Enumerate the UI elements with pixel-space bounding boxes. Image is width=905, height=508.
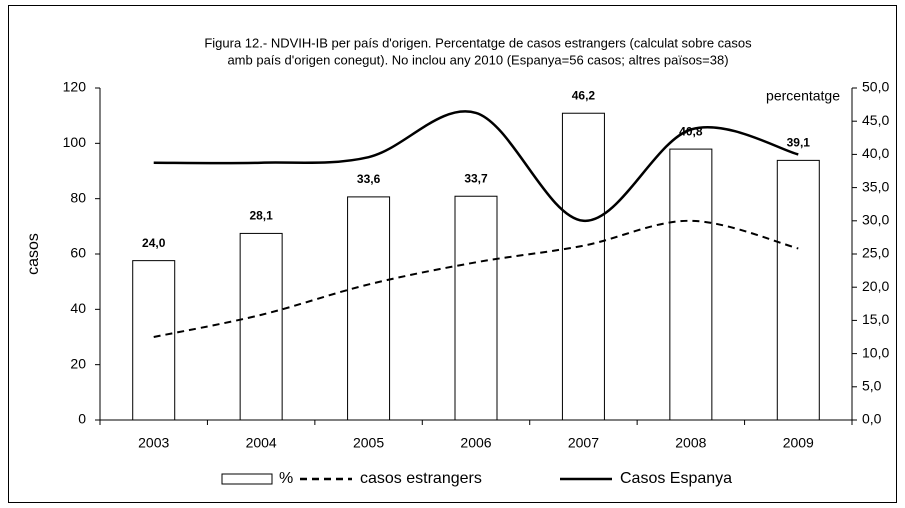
y-tick-label: 80 (70, 189, 86, 205)
y2-tick-label: 45,0 (862, 112, 889, 128)
bar (669, 148, 713, 421)
y-axis-label: casos (25, 233, 42, 275)
chart-title: Figura 12.- NDVIH-IB per país d'origen. … (204, 35, 752, 50)
chart-title: amb país d'origen conegut). No inclou an… (227, 52, 728, 67)
y-tick-label: 20 (70, 355, 86, 371)
legend-label: casos estrangers (360, 470, 482, 487)
bar (239, 232, 283, 421)
y2-tick-label: 50,0 (862, 79, 889, 95)
bar (347, 196, 391, 421)
y-tick-label: 120 (63, 79, 87, 95)
y2-tick-label: 15,0 (862, 311, 889, 327)
y2-axis-label: percentatge (766, 88, 840, 104)
y2-tick-label: 20,0 (862, 278, 889, 294)
bar-value-label: 33,7 (464, 171, 488, 185)
y2-tick-label: 10,0 (862, 344, 889, 360)
x-tick-label: 2004 (246, 435, 277, 451)
y2-tick-label: 40,0 (862, 145, 889, 161)
y-tick-label: 40 (70, 300, 86, 316)
y2-tick-label: 5,0 (862, 378, 882, 394)
bar-value-label: 40,8 (679, 124, 703, 138)
bar-value-label: 24,0 (142, 236, 166, 250)
y-tick-label: 0 (78, 411, 86, 427)
legend-label: % (279, 470, 293, 487)
y2-tick-label: 0,0 (862, 411, 882, 427)
y2-tick-label: 25,0 (862, 245, 889, 261)
y2-tick-label: 30,0 (862, 212, 889, 228)
chart-frame (8, 5, 897, 503)
bar-value-label: 46,2 (572, 88, 596, 102)
x-tick-label: 2003 (138, 435, 169, 451)
y-tick-label: 60 (70, 245, 86, 261)
x-tick-label: 2007 (568, 435, 599, 451)
x-tick-label: 2009 (783, 435, 814, 451)
bar-value-label: 28,1 (249, 209, 273, 223)
y-tick-label: 100 (63, 134, 87, 150)
legend-label: Casos Espanya (620, 470, 732, 487)
x-tick-label: 2008 (675, 435, 706, 451)
bar (132, 260, 176, 421)
bar (561, 112, 605, 421)
line (153, 219, 799, 338)
bar (454, 195, 498, 421)
bar-value-label: 33,6 (357, 172, 381, 186)
bar-value-label: 39,1 (787, 136, 811, 150)
y2-tick-label: 35,0 (862, 178, 889, 194)
legend-swatch (221, 473, 273, 485)
bar (776, 159, 820, 421)
x-tick-label: 2005 (353, 435, 384, 451)
line (153, 110, 799, 223)
x-tick-label: 2006 (460, 435, 491, 451)
